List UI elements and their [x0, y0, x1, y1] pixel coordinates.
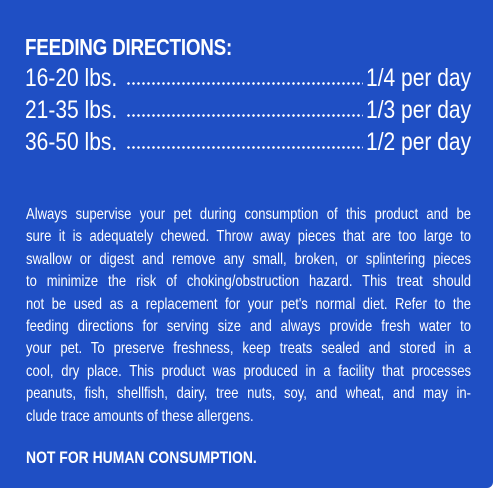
dot-leader: [125, 111, 363, 119]
serving-amount: 1/3 per day: [365, 95, 471, 124]
warning-line: cool, dry place. This product was produc…: [26, 362, 471, 380]
warning-line: swallow or digest and remove any small, …: [26, 250, 471, 268]
label-panel: FEEDING DIRECTIONS: 16-20 lbs. 1/4 per d…: [0, 0, 493, 488]
weight-range: 21-35 lbs.: [25, 95, 118, 124]
warning-line: sure it is adequately chewed. Throw away…: [26, 228, 471, 246]
dot-leader: [125, 143, 363, 151]
dot-leader: [125, 79, 363, 87]
feeding-row: 36-50 lbs. 1/2 per day: [25, 126, 471, 158]
feeding-row: 21-35 lbs. 1/3 per day: [25, 94, 471, 126]
warning-line: Always supervise your pet during consump…: [26, 206, 471, 223]
weight-range: 36-50 lbs.: [25, 127, 118, 156]
feeding-directions-heading: FEEDING DIRECTIONS:: [25, 34, 232, 60]
safety-warning-text: Always supervise your pet during consump…: [26, 204, 471, 428]
warning-line: to minimize the risk of choking/obstruct…: [26, 273, 471, 291]
warning-line: peanuts, fish, shellfish, dairy, tree nu…: [26, 385, 471, 403]
serving-amount: 1/4 per day: [365, 63, 471, 92]
feeding-row: 16-20 lbs. 1/4 per day: [25, 62, 471, 94]
feeding-table: 16-20 lbs. 1/4 per day 21-35 lbs. 1/3 pe…: [25, 62, 471, 158]
warning-line: not be used as a replacement for your pe…: [26, 295, 471, 313]
not-for-human-consumption-notice: NOT FOR HUMAN CONSUMPTION.: [26, 448, 257, 467]
warning-line: your pet. To preserve freshness, keep tr…: [26, 340, 471, 358]
warning-line: feeding directions for serving size and …: [26, 318, 471, 336]
serving-amount: 1/2 per day: [365, 127, 471, 156]
weight-range: 16-20 lbs.: [25, 63, 118, 92]
warning-line: clude trace amounts of these allergens.: [26, 407, 254, 425]
